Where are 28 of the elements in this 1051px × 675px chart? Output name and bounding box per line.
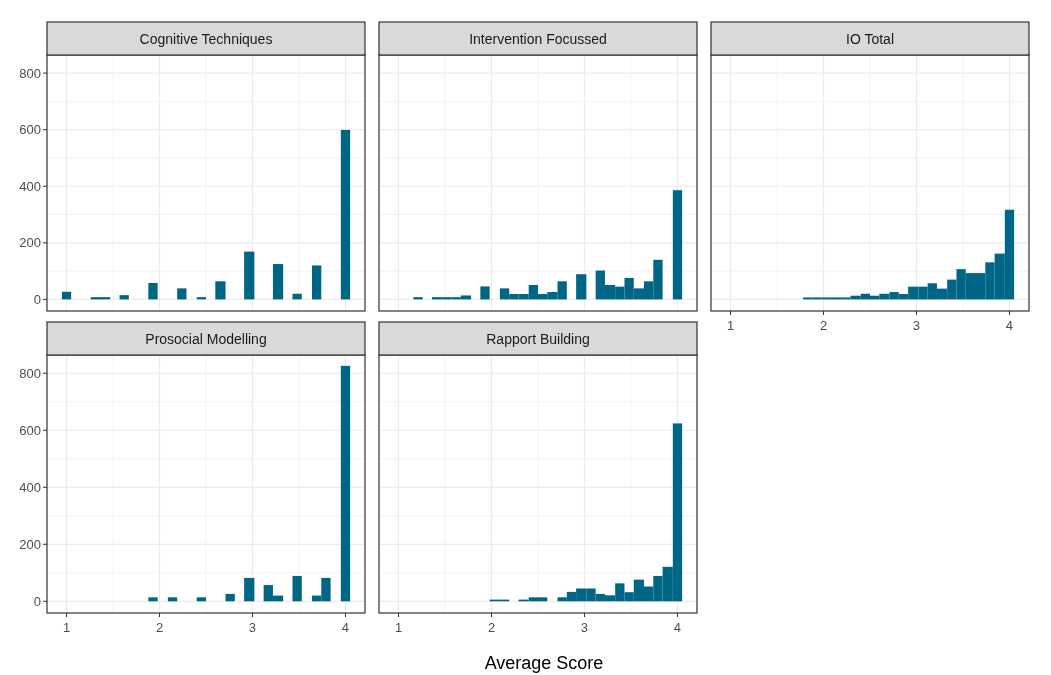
- y-tick-label: 0: [33, 291, 41, 307]
- y-tick-label: 400: [19, 178, 41, 194]
- chart-title: Cognitive Techniques: [139, 30, 273, 47]
- x-axis-title: Average Score: [484, 653, 604, 673]
- y-tick-label: 200: [19, 235, 41, 251]
- x-tick-label: 4: [1005, 318, 1014, 333]
- y-tick-label: 400: [19, 479, 41, 495]
- chart-title: Rapport Building: [486, 330, 590, 347]
- y-tick-label: 600: [19, 122, 41, 138]
- x-tick-label: 1: [726, 318, 735, 333]
- y-tick-label: 600: [19, 422, 41, 438]
- y-tick-label: 200: [19, 536, 41, 552]
- y-tick-label: 800: [19, 65, 41, 81]
- x-tick-label: 4: [341, 620, 350, 635]
- x-tick-label: 3: [248, 620, 257, 635]
- x-tick-label: 1: [62, 620, 71, 635]
- x-tick-label: 4: [673, 620, 682, 635]
- chart-title: Prosocial Modelling: [145, 330, 267, 347]
- x-tick-label: 2: [819, 318, 828, 333]
- x-tick-label: 1: [394, 620, 403, 635]
- x-tick-label: 3: [580, 620, 589, 635]
- chart-title: IO Total: [846, 30, 894, 47]
- x-tick-label: 2: [487, 620, 496, 635]
- y-tick-label: 0: [33, 593, 41, 609]
- x-tick-label: 2: [155, 620, 164, 635]
- x-tick-label: 3: [912, 318, 921, 333]
- chart-title: Intervention Focussed: [469, 30, 607, 47]
- y-tick-label: 800: [19, 365, 41, 381]
